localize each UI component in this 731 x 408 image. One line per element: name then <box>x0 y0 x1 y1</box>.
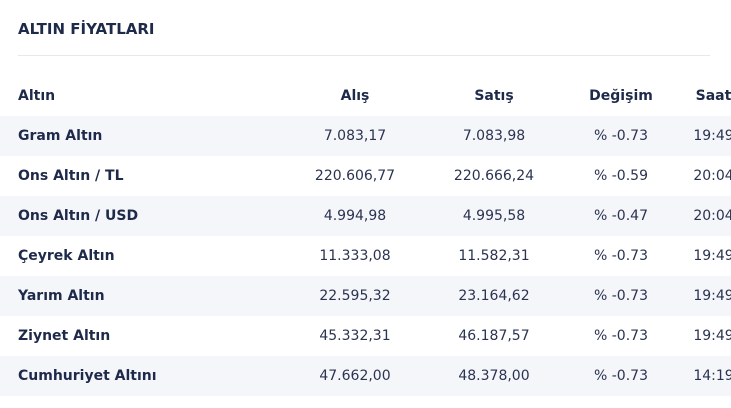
row-name[interactable]: Çeyrek Altın <box>0 236 286 276</box>
row-name[interactable]: Ziynet Altın <box>0 316 286 356</box>
row-change: % -0.59 <box>564 156 678 196</box>
header-change: Değişim <box>589 88 653 104</box>
row-buy: 220.606,77 <box>286 156 424 196</box>
row-name[interactable]: Ons Altın / USD <box>0 196 286 236</box>
widget-title: ALTIN FİYATLARI <box>18 20 155 38</box>
row-change: % -0.73 <box>564 116 678 156</box>
row-sell: 23.164,62 <box>424 276 564 316</box>
row-sell: 7.083,98 <box>424 116 564 156</box>
row-name[interactable]: Ons Altın / TL <box>0 156 286 196</box>
row-name[interactable]: Gram Altın <box>0 116 286 156</box>
table-header-row: Altın Alış Satış Değişim Saat <box>0 76 731 116</box>
row-sell: 4.995,58 <box>424 196 564 236</box>
row-time: 20:04 <box>678 156 731 196</box>
table-row: Ons Altın / USD 4.994,98 4.995,58 % -0.4… <box>0 196 731 236</box>
table-row: Çeyrek Altın 11.333,08 11.582,31 % -0.73… <box>0 236 731 276</box>
table-row: Ziynet Altın 45.332,31 46.187,57 % -0.73… <box>0 316 731 356</box>
gold-prices-table: Altın Alış Satış Değişim Saat Gram Altın… <box>0 76 731 396</box>
header-time: Saat <box>695 88 731 104</box>
row-buy: 4.994,98 <box>286 196 424 236</box>
row-buy: 45.332,31 <box>286 316 424 356</box>
row-sell: 46.187,57 <box>424 316 564 356</box>
row-change: % -0.47 <box>564 196 678 236</box>
row-time: 20:04 <box>678 196 731 236</box>
row-buy: 22.595,32 <box>286 276 424 316</box>
row-time: 19:49 <box>678 316 731 356</box>
row-sell: 220.666,24 <box>424 156 564 196</box>
row-buy: 11.333,08 <box>286 236 424 276</box>
row-sell: 11.582,31 <box>424 236 564 276</box>
row-time: 19:49 <box>678 276 731 316</box>
table-row: Ons Altın / TL 220.606,77 220.666,24 % -… <box>0 156 731 196</box>
row-time: 14:19 <box>678 356 731 396</box>
header-buy: Alış <box>340 88 370 104</box>
row-name[interactable]: Cumhuriyet Altını <box>0 356 286 396</box>
row-change: % -0.73 <box>564 356 678 396</box>
table-row: Gram Altın 7.083,17 7.083,98 % -0.73 19:… <box>0 116 731 156</box>
row-change: % -0.73 <box>564 236 678 276</box>
header-name: Altın <box>18 88 56 104</box>
table-row: Yarım Altın 22.595,32 23.164,62 % -0.73 … <box>0 276 731 316</box>
row-buy: 7.083,17 <box>286 116 424 156</box>
header-sell: Satış <box>474 88 514 104</box>
table-row: Cumhuriyet Altını 47.662,00 48.378,00 % … <box>0 356 731 396</box>
row-time: 19:49 <box>678 236 731 276</box>
title-divider <box>18 55 710 56</box>
row-name[interactable]: Yarım Altın <box>0 276 286 316</box>
row-change: % -0.73 <box>564 276 678 316</box>
row-change: % -0.73 <box>564 316 678 356</box>
row-time: 19:49 <box>678 116 731 156</box>
row-buy: 47.662,00 <box>286 356 424 396</box>
row-sell: 48.378,00 <box>424 356 564 396</box>
